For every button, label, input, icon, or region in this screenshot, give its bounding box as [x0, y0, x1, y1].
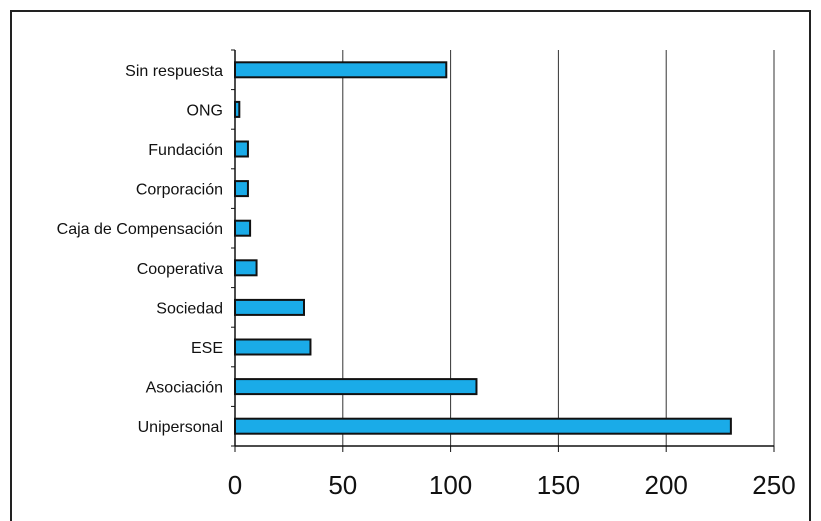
- tick-labels: 0 50 100 150 200 250: [228, 470, 796, 500]
- category-label: ESE: [191, 340, 223, 357]
- x-tick-label: 150: [537, 470, 580, 500]
- bar: [234, 417, 732, 435]
- category-label: Corporación: [136, 182, 223, 199]
- category-label: Sociedad: [156, 300, 223, 317]
- chart-frame: [10, 10, 811, 521]
- bar: [234, 180, 249, 198]
- bars: [234, 61, 732, 435]
- x-tick-label: 50: [328, 470, 357, 500]
- x-tick-label: 200: [645, 470, 688, 500]
- category-label: Caja de Compensación: [57, 221, 223, 238]
- x-tick-label: 0: [228, 470, 242, 500]
- category-label: Unipersonal: [138, 419, 223, 436]
- bar: [234, 259, 258, 277]
- category-label: Fundación: [148, 142, 223, 159]
- bar: [234, 338, 312, 356]
- category-labels: Sin respuesta ONG Fundación Corporación Caja…: [57, 63, 223, 436]
- category-label: Sin respuesta: [125, 63, 223, 80]
- category-label: Cooperativa: [137, 261, 223, 278]
- bar: [234, 219, 252, 237]
- bar: [234, 61, 448, 79]
- bar: [234, 298, 305, 316]
- bar: [234, 100, 241, 118]
- bar: [234, 378, 478, 396]
- category-label: ONG: [187, 102, 223, 119]
- x-tick-label: 100: [429, 470, 472, 500]
- x-tick-label: 250: [752, 470, 795, 500]
- category-label: Asociación: [146, 380, 223, 397]
- bar: [234, 140, 249, 158]
